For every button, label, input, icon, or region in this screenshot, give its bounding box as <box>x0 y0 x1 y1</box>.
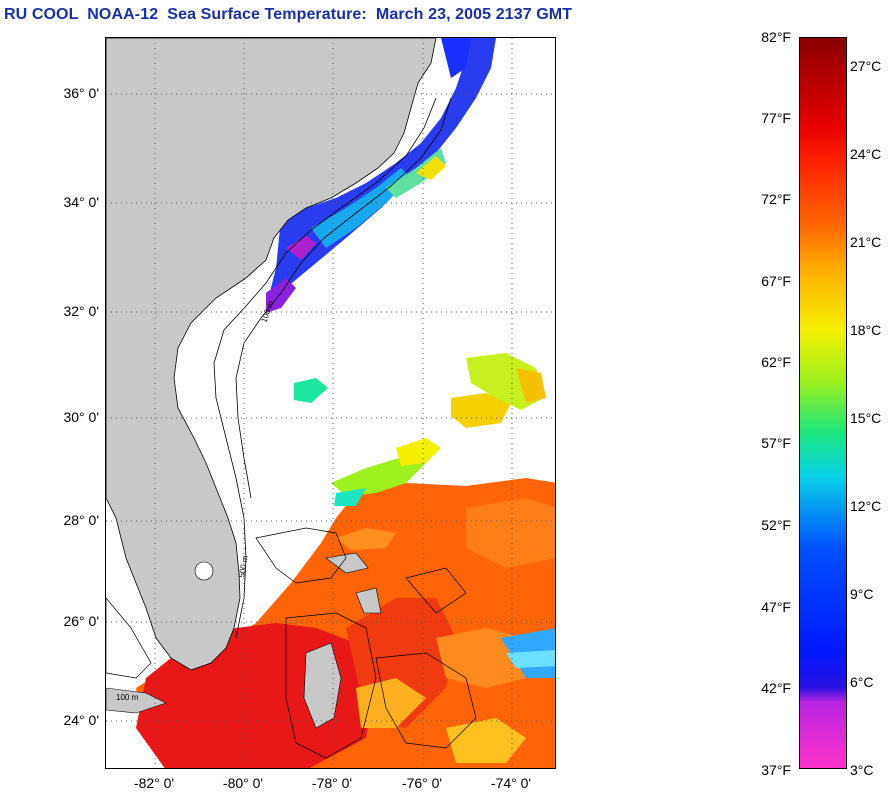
colorbar-f-label: 67°F <box>761 273 791 289</box>
temperature-colorbar <box>799 37 847 769</box>
colorbar-f-label: 72°F <box>761 191 791 207</box>
colorbar-f-label: 57°F <box>761 435 791 451</box>
lat-label: 30° 0' <box>63 409 99 425</box>
colorbar-c-label: 6°C <box>850 674 874 690</box>
lat-label: 24° 0' <box>63 712 99 728</box>
colorbar-f-label: 37°F <box>761 762 791 778</box>
colorbar-f-label: 62°F <box>761 354 791 370</box>
bahamas-andros <box>303 642 342 729</box>
colorbar-c-label: 9°C <box>850 586 874 602</box>
lat-label: 36° 0' <box>63 85 99 101</box>
lon-label: -76° 0' <box>401 775 443 791</box>
lat-label: 32° 0' <box>63 303 99 319</box>
colorbar-f-label: 47°F <box>761 599 791 615</box>
map-title: RU COOL NOAA-12 Sea Surface Temperature:… <box>4 6 573 23</box>
colorbar-c-label: 3°C <box>850 762 874 778</box>
colorbar-f-label: 52°F <box>761 517 791 533</box>
colorbar-c-label: 27°C <box>850 58 882 74</box>
colorbar-c-label: 21°C <box>850 234 882 250</box>
lon-label: -74° 0' <box>490 775 532 791</box>
lon-label: -80° 0' <box>222 775 264 791</box>
graticule <box>106 38 555 768</box>
colorbar-c-label: 15°C <box>850 410 882 426</box>
colorbar-c-label: 18°C <box>850 322 882 338</box>
contour-label: 100 m <box>116 693 139 702</box>
colorbar-f-label: 77°F <box>761 110 791 126</box>
colorbar-c-label: 12°C <box>850 498 882 514</box>
contour-label: 100 m <box>259 299 275 323</box>
land-mainland <box>106 38 437 671</box>
lon-label: -82° 0' <box>133 775 175 791</box>
lat-label: 34° 0' <box>63 194 99 210</box>
contour-label: 500 m <box>237 555 250 579</box>
lon-label: -78° 0' <box>311 775 353 791</box>
colorbar-c-label: 24°C <box>850 146 882 162</box>
colorbar-f-label: 42°F <box>761 680 791 696</box>
lat-label: 26° 0' <box>63 613 99 629</box>
lat-label: 28° 0' <box>63 512 99 528</box>
lake-okeechobee <box>194 561 214 581</box>
colorbar-f-label: 82°F <box>761 29 791 45</box>
sst-map: 100 m 100 m 500 m <box>105 37 556 769</box>
